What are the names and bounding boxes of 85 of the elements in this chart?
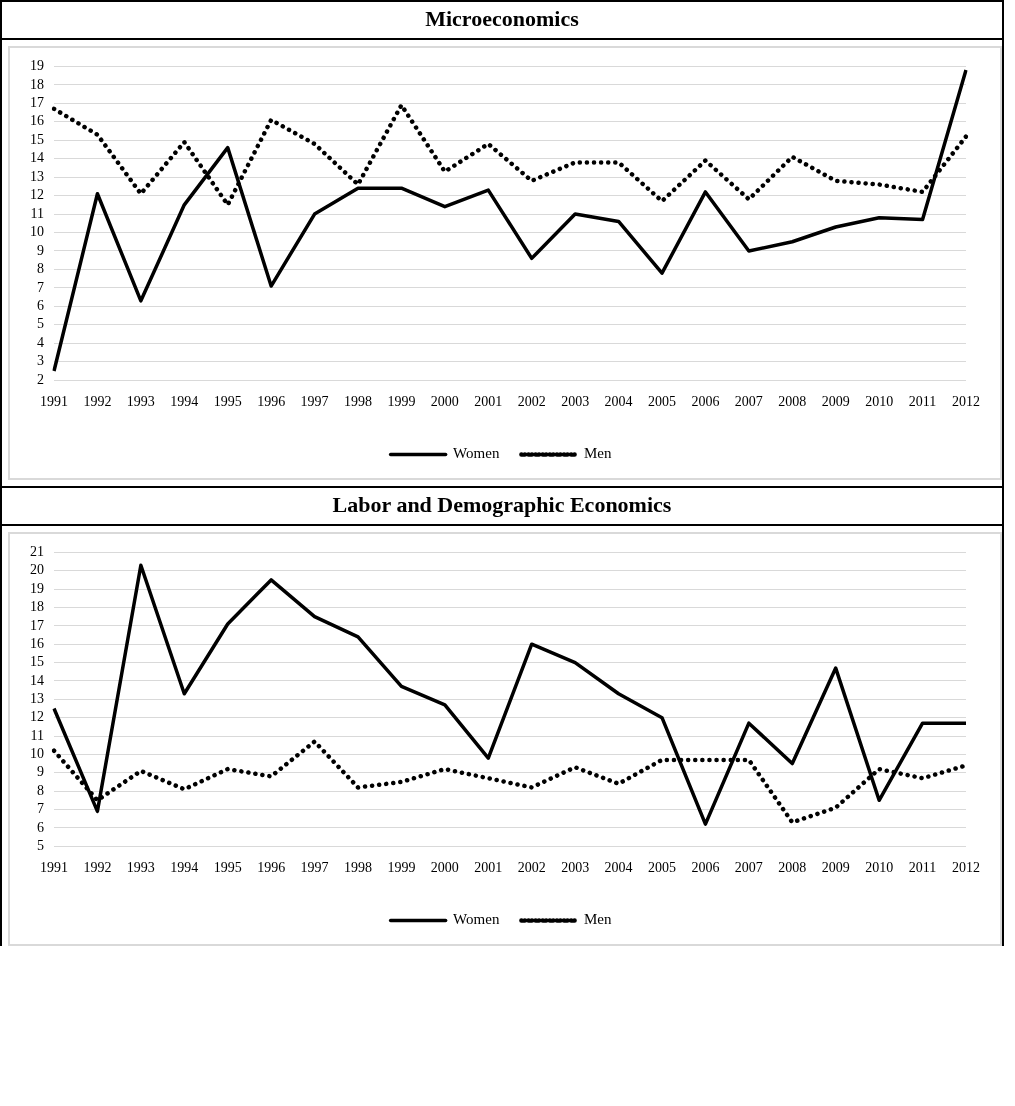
- y-tick-label: 11: [30, 205, 44, 221]
- y-tick-label: 5: [37, 837, 44, 853]
- x-tick-label: 1991: [40, 394, 68, 410]
- legend-label: Women: [453, 445, 500, 462]
- x-tick-label: 1999: [387, 860, 416, 876]
- legend-label: Men: [583, 445, 612, 462]
- x-tick-label: 1995: [213, 860, 242, 876]
- y-tick-label: 9: [37, 764, 44, 780]
- y-tick-label: 15: [30, 654, 44, 670]
- x-tick-label: 2008: [778, 394, 807, 410]
- y-tick-label: 19: [30, 580, 44, 596]
- x-tick-label: 2012: [952, 394, 980, 410]
- x-tick-label: 2006: [691, 860, 720, 876]
- x-tick-label: 1992: [83, 860, 112, 876]
- y-tick-label: 12: [30, 709, 44, 725]
- x-tick-label: 2009: [821, 394, 850, 410]
- x-tick-label: 2008: [778, 860, 807, 876]
- x-tick-label: 2006: [691, 394, 720, 410]
- x-tick-label: 1993: [126, 860, 155, 876]
- x-tick-label: 1991: [40, 860, 68, 876]
- y-tick-label: 19: [30, 58, 44, 74]
- y-tick-label: 7: [37, 279, 44, 295]
- x-tick-label: 2012: [952, 860, 980, 876]
- x-tick-label: 2009: [821, 860, 850, 876]
- x-tick-label: 1995: [213, 394, 242, 410]
- y-tick-label: 18: [30, 599, 44, 615]
- x-tick-label: 1998: [344, 394, 372, 410]
- y-tick-label: 14: [30, 150, 44, 166]
- x-tick-label: 2001: [474, 394, 503, 410]
- y-tick-label: 16: [30, 635, 44, 651]
- x-tick-label: 2004: [604, 860, 633, 876]
- x-tick-label: 2010: [865, 394, 894, 410]
- x-tick-label: 2010: [865, 860, 894, 876]
- x-tick-label: 2007: [734, 394, 763, 410]
- x-tick-label: 2005: [648, 860, 676, 876]
- y-tick-label: 14: [30, 672, 44, 688]
- x-tick-label: 2011: [908, 394, 937, 410]
- y-tick-label: 3: [37, 353, 44, 369]
- x-tick-label: 2004: [604, 394, 633, 410]
- chart-title: Labor and Demographic Economics: [2, 488, 1002, 526]
- x-tick-label: 2001: [474, 860, 503, 876]
- x-tick-label: 2000: [430, 394, 459, 410]
- y-tick-label: 4: [37, 334, 44, 350]
- y-tick-label: 11: [30, 727, 44, 743]
- y-tick-label: 9: [37, 242, 44, 258]
- y-tick-label: 15: [30, 131, 44, 147]
- y-tick-label: 17: [30, 94, 44, 110]
- y-tick-label: 5: [37, 316, 44, 332]
- x-tick-label: 1997: [300, 394, 329, 410]
- x-tick-label: 2005: [648, 394, 676, 410]
- x-tick-label: 1992: [83, 394, 112, 410]
- legend-label: Men: [583, 911, 612, 928]
- x-tick-label: 2000: [430, 860, 459, 876]
- y-tick-label: 18: [30, 76, 44, 92]
- x-tick-label: 1994: [170, 394, 199, 410]
- y-tick-label: 2: [37, 371, 44, 387]
- y-tick-label: 16: [30, 113, 44, 129]
- x-tick-label: 1996: [257, 394, 286, 410]
- x-tick-label: 1994: [170, 860, 199, 876]
- x-tick-label: 2007: [734, 860, 763, 876]
- y-tick-label: 10: [30, 746, 44, 762]
- legend-label: Women: [453, 911, 500, 928]
- x-tick-label: 1999: [387, 394, 416, 410]
- y-tick-label: 6: [37, 298, 44, 314]
- y-tick-label: 13: [30, 690, 44, 706]
- y-tick-label: 12: [30, 187, 44, 203]
- x-tick-label: 1996: [257, 860, 286, 876]
- x-tick-label: 2002: [517, 860, 546, 876]
- y-tick-label: 10: [30, 224, 44, 240]
- x-tick-label: 2011: [908, 860, 937, 876]
- y-tick-label: 21: [30, 544, 44, 560]
- y-tick-label: 13: [30, 168, 44, 184]
- chart-title: Microeconomics: [2, 2, 1002, 40]
- x-tick-label: 2002: [517, 394, 546, 410]
- x-tick-label: 2003: [561, 394, 590, 410]
- y-tick-label: 20: [30, 562, 44, 578]
- y-tick-label: 6: [37, 819, 44, 835]
- y-tick-label: 17: [30, 617, 44, 633]
- x-tick-label: 1993: [126, 394, 155, 410]
- y-tick-label: 7: [37, 801, 44, 817]
- y-tick-label: 8: [37, 261, 44, 277]
- x-tick-label: 1998: [344, 860, 372, 876]
- x-tick-label: 1997: [300, 860, 329, 876]
- y-tick-label: 8: [37, 782, 44, 798]
- x-tick-label: 2003: [561, 860, 590, 876]
